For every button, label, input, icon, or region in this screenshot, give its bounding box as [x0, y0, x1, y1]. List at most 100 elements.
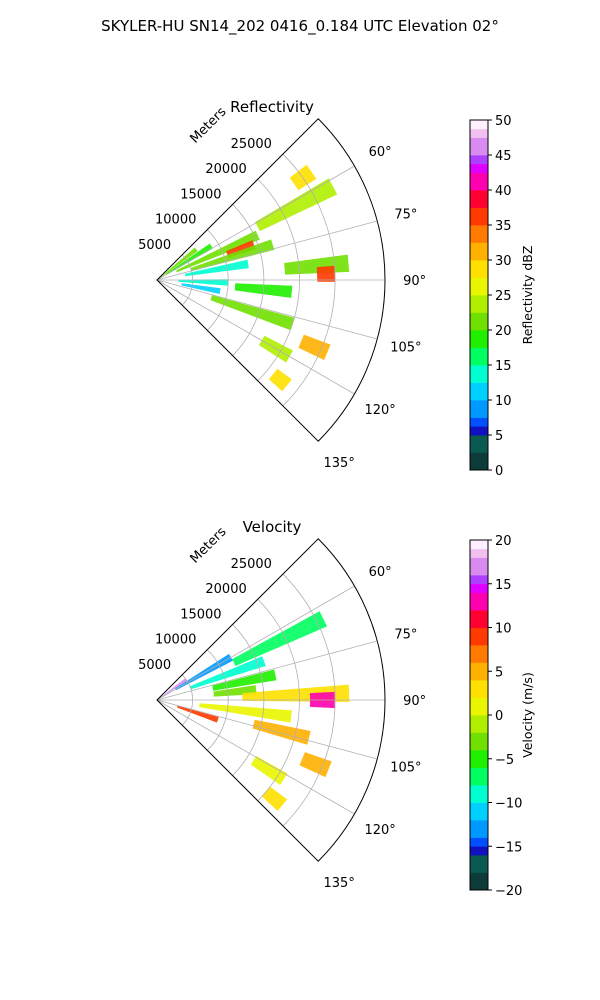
colorbar-band [470, 461, 488, 471]
echo-cell-10 [177, 705, 219, 723]
range-tick-label: 15000 [180, 187, 221, 202]
azimuth-gridline-1 [156, 640, 378, 701]
range-tick-label: 5000 [138, 238, 171, 253]
colorbar-band [470, 662, 488, 672]
colorbar-band [470, 557, 488, 567]
colorbar-band [470, 855, 488, 865]
colorbar-band [470, 172, 488, 182]
colorbar-band [470, 627, 488, 637]
colorbar-band [470, 347, 488, 357]
echo-cell-11 [299, 752, 332, 778]
colorbar-band [470, 452, 488, 462]
colorbar-tick-label: 10 [495, 622, 512, 637]
colorbar-band [470, 767, 488, 777]
range-tick-label: 25000 [231, 557, 272, 572]
colorbar-band [470, 373, 488, 383]
colorbar-band [470, 785, 488, 795]
colorbar-band [470, 680, 488, 690]
colorbar-band [470, 233, 488, 243]
range-tick-label: 15000 [180, 607, 221, 622]
colorbar-band [470, 715, 488, 725]
echo-cell-3 [255, 178, 338, 232]
azimuth-gridline-0 [156, 585, 355, 701]
colorbar-band [470, 548, 488, 558]
echo-cell-4 [212, 669, 277, 691]
echo-cell-16 [268, 368, 292, 392]
colorbar-tick-label: −15 [495, 840, 522, 855]
azimuth-gridline-4 [156, 279, 355, 395]
colorbar-band [470, 198, 488, 208]
colorbar-tick-label: −20 [495, 884, 522, 899]
azimuth-tick-label: 60° [369, 565, 392, 580]
azimuth-tick-label: 105° [390, 761, 421, 776]
colorbar-band [470, 618, 488, 628]
colorbar-band [470, 365, 488, 375]
colorbar-band [470, 732, 488, 742]
echo-cell-0 [157, 247, 198, 280]
colorbar-band [470, 750, 488, 760]
colorbar-band [470, 610, 488, 620]
colorbar-band [470, 225, 488, 235]
colorbar-tick-label: 20 [495, 324, 512, 339]
colorbar-band [470, 881, 488, 891]
echo-cell-11 [316, 265, 336, 282]
echo-cell-7 [184, 259, 249, 277]
colorbar-band [470, 295, 488, 305]
colorbar-band [470, 653, 488, 663]
colorbar-tick-label: 40 [495, 184, 512, 199]
echo-cell-14 [298, 334, 331, 360]
azimuth-tick-label: 120° [364, 823, 395, 838]
colorbar-tick-label: 10 [495, 394, 512, 409]
colorbar-tick-label: 0 [495, 464, 503, 479]
echo-cell-10 [284, 254, 350, 275]
colorbar-band [470, 321, 488, 331]
colorbar-band [470, 207, 488, 217]
colorbar-band [470, 435, 488, 445]
colorbar-band [470, 303, 488, 313]
colorbar-band [470, 417, 488, 427]
colorbar-band [470, 120, 488, 130]
colorbar-band [470, 330, 488, 340]
range-axis-label: Meters [187, 104, 229, 146]
velocity-title: Velocity [243, 518, 302, 536]
reflectivity-panel: Reflectivity 5000 10000 15000 20000 25000Met… [138, 98, 535, 479]
colorbar-band [470, 146, 488, 156]
range-tick-label: 10000 [155, 213, 196, 228]
colorbar-band [470, 636, 488, 646]
range-tick-label: 10000 [155, 633, 196, 648]
colorbar-band [470, 583, 488, 593]
colorbar-band [470, 312, 488, 322]
colorbar-band [470, 706, 488, 716]
reflectivity-title: Reflectivity [230, 98, 314, 116]
colorbar-band [470, 601, 488, 611]
azimuth-gridline-4 [156, 699, 355, 815]
colorbar-band [470, 128, 488, 138]
colorbar-band [470, 592, 488, 602]
colorbar-band [470, 391, 488, 401]
echo-cell-0 [157, 678, 188, 700]
colorbar-band [470, 260, 488, 270]
colorbar-band [470, 697, 488, 707]
colorbar-band [470, 382, 488, 392]
colorbar-band [470, 837, 488, 847]
colorbar-tick-label: 30 [495, 254, 512, 269]
colorbar-band [470, 741, 488, 751]
echo-cell-9 [181, 283, 221, 294]
colorbar-band [470, 671, 488, 681]
range-tick-label: 20000 [205, 162, 246, 177]
echo-cell-9 [252, 719, 311, 745]
colorbar-tick-label: −10 [495, 797, 522, 812]
azimuth-tick-label: 90° [403, 694, 426, 709]
colorbar-band [470, 356, 488, 366]
sector-frame [156, 538, 386, 862]
colorbar-band [470, 575, 488, 585]
azimuth-gridline-3 [156, 279, 378, 340]
colorbar-band [470, 155, 488, 165]
colorbar-band [470, 688, 488, 698]
range-tick-label: 25000 [231, 137, 272, 152]
colorbar-band [470, 216, 488, 226]
